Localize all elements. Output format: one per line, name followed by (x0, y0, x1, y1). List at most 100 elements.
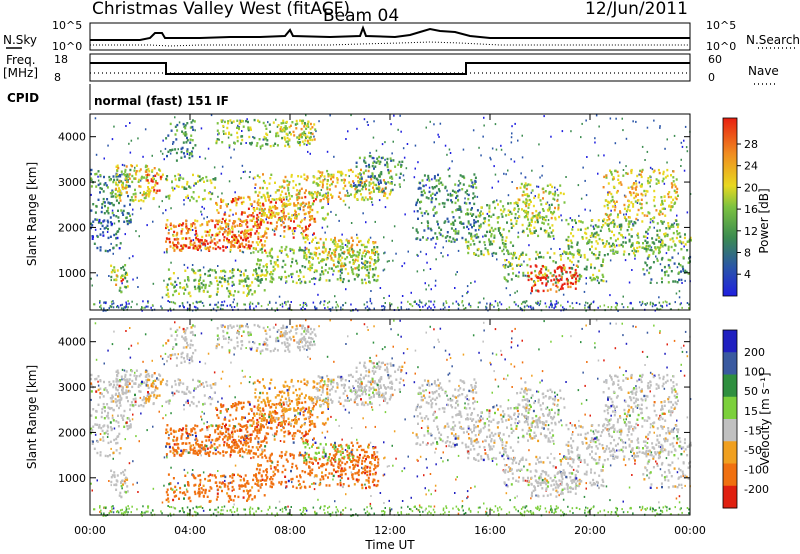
power-cell (525, 201, 528, 204)
power-noise-cell (383, 268, 386, 271)
power-cell (342, 264, 345, 268)
power-cell (241, 202, 244, 205)
power-ground-cell (328, 300, 331, 303)
power-cell (352, 272, 355, 276)
power-cell (249, 284, 252, 287)
power-cell (293, 134, 296, 137)
power-cell (523, 209, 526, 213)
power-cell (469, 243, 472, 246)
power-cell (596, 242, 599, 245)
power-cell (190, 150, 193, 153)
power-cell (673, 243, 676, 246)
power-noise-cell (317, 293, 319, 296)
power-cell (548, 206, 551, 210)
power-cell (341, 264, 344, 268)
power-cell (321, 266, 323, 269)
power-cell (270, 275, 273, 279)
power-cell (261, 207, 264, 211)
power-cell (492, 240, 495, 243)
power-cell (266, 139, 269, 142)
power-cell (280, 219, 283, 222)
power-cell (309, 210, 312, 214)
power-ground-cell (300, 307, 302, 310)
velocity-noise-cell (192, 444, 195, 447)
power-cell (325, 258, 328, 261)
power-noise-cell (621, 117, 623, 120)
power-cell (505, 278, 508, 282)
power-cell (269, 259, 272, 263)
power-cell (242, 220, 245, 223)
power-cell (297, 202, 300, 205)
power-noise-cell (509, 294, 511, 297)
power-cell (125, 286, 128, 289)
power-noise-cell (646, 150, 649, 153)
power-cell (179, 248, 182, 252)
power-ground-cell (461, 300, 464, 302)
power-noise-cell (194, 129, 196, 132)
power-cell (214, 271, 217, 274)
power-cell (217, 211, 220, 214)
power-cell (126, 280, 129, 283)
power-ground-cell (567, 300, 569, 303)
power-cell (680, 270, 682, 273)
power-cell (280, 278, 283, 281)
power-cell (374, 267, 377, 271)
power-cell (669, 209, 672, 212)
power-cell (390, 175, 393, 178)
power-cell (363, 160, 366, 163)
power-noise-cell (439, 122, 442, 125)
power-cell (190, 225, 193, 228)
power-cell (628, 238, 631, 242)
power-cell (515, 222, 518, 225)
power-ground-cell (463, 307, 465, 310)
power-noise-cell (610, 209, 612, 212)
power-cell (257, 203, 260, 207)
power-noise-cell (132, 278, 134, 281)
power-cell (647, 248, 649, 251)
power-cell (166, 283, 169, 286)
power-cell (459, 208, 462, 211)
power-cell (608, 218, 611, 221)
power-cell (446, 231, 449, 234)
power-cell (536, 220, 539, 224)
velocity-noise-cell (635, 385, 637, 388)
power-cell (237, 239, 239, 242)
power-noise-cell (318, 120, 320, 123)
power-cell (264, 249, 267, 252)
power-cell (657, 181, 660, 184)
power-cell (353, 278, 356, 281)
power-cell (176, 245, 178, 248)
power-cell (306, 238, 309, 241)
power-cell (673, 249, 676, 252)
power-cell (303, 177, 306, 180)
power-cell (210, 219, 213, 222)
power-noise-cell (244, 170, 246, 173)
power-cell (309, 127, 312, 131)
nsky-tick-lo: 10^0 (52, 40, 82, 53)
power-cell (227, 295, 230, 298)
power-cell (471, 207, 473, 210)
power-cell (557, 208, 560, 211)
power-cell (474, 179, 477, 183)
power-cell (264, 212, 266, 215)
power-cell (179, 281, 182, 285)
power-noise-cell (373, 157, 375, 160)
power-cell (346, 256, 349, 259)
power-cell (620, 224, 623, 228)
power-cell (526, 199, 529, 202)
power-cell (112, 180, 115, 184)
power-cell (380, 156, 383, 160)
power-cell (201, 177, 204, 180)
power-cell (334, 236, 336, 240)
power-cell (567, 247, 570, 250)
power-noise-cell (367, 124, 369, 126)
velocity-noise-cell (416, 475, 419, 478)
power-cell (236, 224, 239, 227)
power-cell (498, 246, 501, 249)
power-ground-cell (584, 304, 586, 307)
power-cell (559, 184, 562, 187)
power-noise-cell (366, 121, 369, 124)
power-noise-cell (666, 161, 668, 164)
power-cell (227, 289, 230, 293)
power-cell (287, 143, 290, 146)
